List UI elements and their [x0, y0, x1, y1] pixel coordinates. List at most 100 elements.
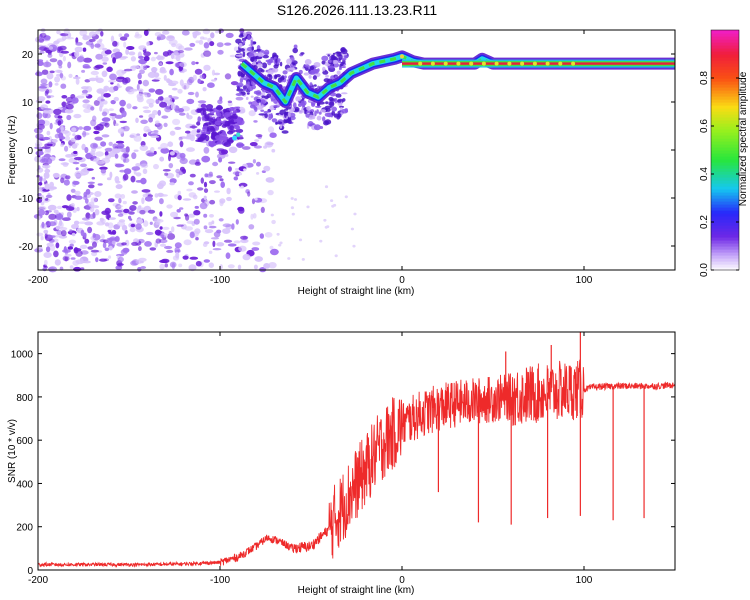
spectrogram-noise-blob [263, 165, 271, 172]
spectrogram-noise-blob [218, 149, 226, 155]
spectrogram-noise-blob [209, 127, 216, 133]
spectrogram-noise-blob [140, 266, 147, 269]
snr-x-tick-label: -200 [28, 575, 48, 586]
spectrogram-noise-blob [76, 206, 80, 212]
spectrogram-speckle [323, 218, 327, 222]
spectrogram-noise-blob [150, 135, 160, 138]
spectrogram-band-bead [507, 61, 512, 66]
spectrogram-noise-blob [61, 101, 66, 108]
spectrogram-noise-blob [128, 51, 136, 56]
spectrogram-noise-blob [224, 112, 232, 117]
colorbar-segment [711, 189, 739, 193]
spectrogram-band-bead [545, 61, 550, 66]
spectrogram-noise-blob [34, 141, 43, 148]
spectrogram-noise-blob [271, 219, 276, 225]
spectrogram-noise-blob [97, 98, 102, 102]
spectrogram-noise-blob [43, 259, 48, 266]
spectrogram-noise-blob [208, 225, 217, 229]
spectrogram-noise-blob [40, 83, 48, 86]
spectrogram-noise-blob [195, 237, 199, 241]
spectrogram-noise-blob [174, 242, 182, 249]
spectrogram-noise-blob [100, 168, 107, 174]
spectrogram-noise-blob [166, 35, 175, 42]
spectrogram-noise-blob [49, 58, 58, 63]
spectrogram-speckle [243, 168, 247, 172]
spectrogram-noise-blob [123, 68, 133, 72]
spectrogram-noise-blob [138, 80, 142, 85]
spectrogram-noise-blob [104, 122, 110, 128]
spectrogram-noise-blob [75, 167, 79, 171]
spectrogram-noise-blob [45, 194, 53, 199]
spectrogram-noise-blob [203, 225, 208, 230]
spectrogram-noise-blob [167, 141, 174, 147]
spectrogram-noise-blob [252, 213, 257, 219]
spectrogram-noise-blob [229, 54, 236, 58]
spectrogram-noise-blob [184, 136, 191, 140]
spectrogram-noise-blob [35, 133, 44, 140]
colorbar-segment [711, 63, 739, 67]
spectrogram-noise-blob [253, 264, 258, 270]
spectrogram-noise-blob [143, 55, 150, 62]
spectrogram-noise-blob [260, 206, 265, 213]
spectrogram-noise-blob [240, 238, 249, 244]
spectrogram-noise-blob [82, 64, 90, 69]
spectrogram-noise-blob [102, 100, 108, 105]
spectrogram-noise-blob [118, 219, 126, 223]
spectrogram-noise-blob [49, 122, 53, 130]
spectrogram-noise-blob [113, 85, 119, 91]
spectrogram-noise-blob [93, 100, 100, 106]
spectrogram-noise-blob [40, 201, 45, 206]
spectrogram-noise-blob [68, 73, 73, 78]
spectrogram-noise-blob [169, 261, 177, 268]
spectrogram-noise-blob [143, 29, 149, 36]
spectrogram-noise-blob [218, 157, 223, 163]
spectrogram-noise-blob [104, 247, 110, 252]
spectrogram-noise-blob [121, 224, 128, 231]
spectrogram-noise-blob [195, 91, 199, 98]
spectrogram-noise-blob [71, 223, 79, 230]
spectrogram-noise-blob [159, 243, 167, 247]
spectrogram-noise-blob [72, 76, 81, 80]
colorbar-segment [711, 198, 739, 202]
colorbar-segment [711, 267, 739, 271]
spectrogram-noise-blob [216, 175, 223, 179]
colorbar-segment [711, 84, 739, 88]
spectrogram-noise-blob [204, 122, 212, 126]
spectrogram-noise-blob [265, 177, 275, 183]
spectrogram-noise-blob [45, 246, 51, 253]
spectrogram-noise-blob [71, 97, 79, 104]
spectrogram-noise-blob [90, 197, 98, 203]
spectrogram-noise-blob [73, 113, 82, 119]
colorbar-segment [711, 126, 739, 130]
spectrogram-noise-blob [56, 69, 63, 74]
spectrogram-noise-blob [188, 264, 197, 272]
spectrogram-speckle [293, 44, 298, 49]
spectrogram-noise-blob [121, 242, 127, 246]
spectrogram-noise-blob [261, 91, 266, 97]
spectrogram-noise-blob [123, 208, 130, 214]
spectrogram-noise-blob [94, 136, 103, 141]
spectrogram-noise-blob [134, 31, 140, 37]
snr-y-tick-label: 400 [16, 479, 33, 490]
spectrogram-noise-blob [43, 229, 49, 234]
spectrogram-noise-blob [117, 256, 124, 263]
spectrogram-speckle [334, 254, 338, 258]
spectrogram-noise-blob [122, 153, 129, 158]
spectrogram-noise-blob [39, 32, 47, 38]
spectrogram-noise-blob [66, 211, 72, 218]
spectrogram-speckle [343, 55, 349, 59]
spectrogram-noise-blob [87, 168, 94, 171]
colorbar: 0.0 0.2 0.4 0.6 0.8 Normalized spectral ampl… [699, 29, 749, 277]
spectrogram-speckle [311, 102, 316, 107]
spectrogram-noise-blob [140, 119, 148, 125]
colorbar-segment [711, 246, 739, 250]
spectrogram-noise-blob [163, 74, 167, 81]
spectrogram-noise-blob [102, 239, 109, 244]
spectrogram-noise-blob [140, 163, 149, 169]
spectrogram-noise-blob [65, 37, 74, 40]
spectrogram-noise-blob [123, 173, 129, 181]
spectrogram-noise-blob [216, 42, 224, 48]
spectrogram-noise-blob [94, 43, 101, 48]
colorbar-segment [711, 165, 739, 169]
spectrogram-noise-blob [88, 184, 95, 189]
